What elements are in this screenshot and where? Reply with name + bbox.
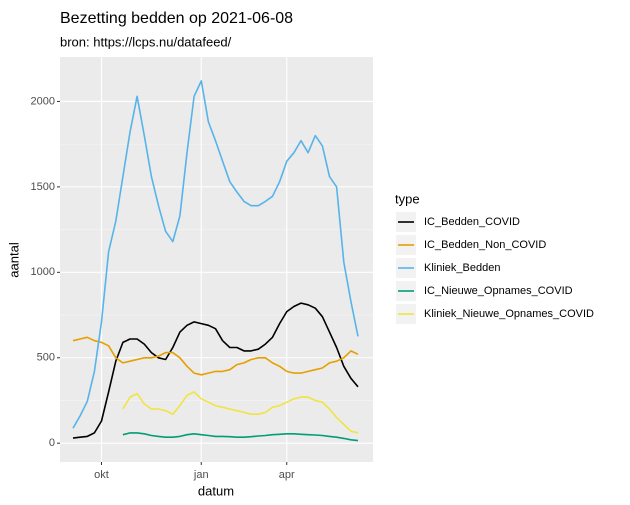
plot-panel — [60, 57, 373, 462]
legend-label: IC_Nieuwe_Opnames_COVID — [424, 285, 573, 297]
series-line — [72, 80, 359, 429]
legend-label: IC_Bedden_COVID — [424, 216, 520, 228]
legend-label: Kliniek_Nieuwe_Opnames_COVID — [424, 308, 594, 320]
legend-label: IC_Bedden_Non_COVID — [424, 239, 546, 251]
y-tick-label: 1500 — [31, 181, 55, 193]
y-tick-label: 1000 — [31, 266, 55, 278]
chart-subtitle: bron: https://lcps.nu/datafeed/ — [60, 34, 232, 49]
series-line — [122, 391, 359, 434]
legend-label: Kliniek_Bedden — [424, 262, 500, 274]
legend-title: type — [395, 191, 420, 206]
y-tick-label: 500 — [37, 352, 55, 364]
chart-title: Bezetting bedden op 2021-06-08 — [60, 10, 293, 27]
y-tick-label: 2000 — [31, 95, 55, 107]
x-tick-label: apr — [279, 469, 295, 481]
x-tick-label: jan — [193, 469, 209, 481]
y-axis-label: aantal — [6, 242, 21, 278]
x-tick-label: okt — [94, 469, 109, 481]
y-tick-label: 0 — [49, 437, 55, 449]
series-line — [122, 432, 359, 442]
series-line — [72, 302, 359, 439]
series-line — [72, 336, 359, 376]
x-axis-label: datum — [198, 483, 234, 498]
